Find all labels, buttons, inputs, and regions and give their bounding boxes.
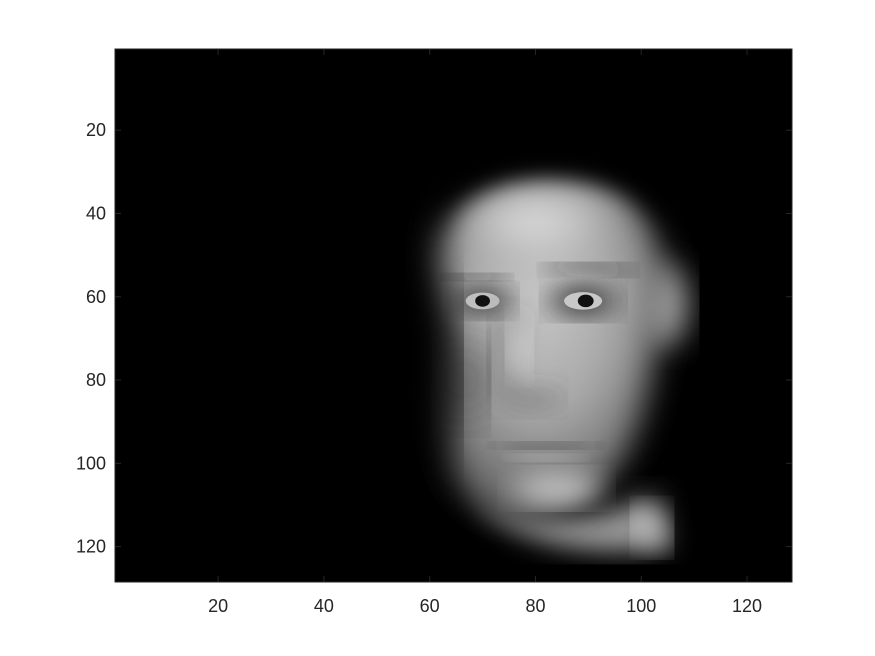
- face-portrait-icon: [387, 132, 695, 552]
- x-tick-label: 100: [626, 596, 656, 616]
- y-tick-label: 20: [86, 120, 106, 140]
- y-tick-label: 100: [76, 453, 106, 473]
- x-tick-label: 120: [732, 596, 762, 616]
- y-tick-label: 40: [86, 203, 106, 223]
- y-axis: 20 40 60 80 100 120: [76, 120, 792, 557]
- x-axis: 20 40 60 80 100 120: [208, 49, 762, 616]
- axes-frame: [114, 48, 793, 583]
- y-tick-label: 60: [86, 287, 106, 307]
- y-tick-label: 120: [76, 537, 106, 557]
- x-tick-label: 80: [525, 596, 545, 616]
- x-tick-label: 40: [314, 596, 334, 616]
- y-tick-label: 80: [86, 370, 106, 390]
- x-tick-label: 60: [420, 596, 440, 616]
- x-tick-label: 20: [208, 596, 228, 616]
